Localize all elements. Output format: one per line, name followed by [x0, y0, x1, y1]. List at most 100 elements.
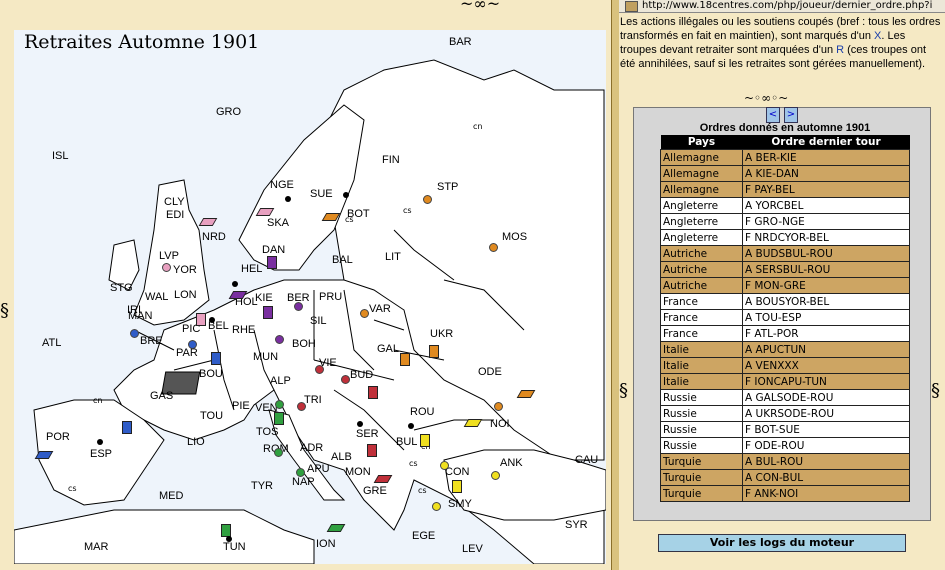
army-unit-france[interactable] [122, 421, 132, 434]
prov-bal[interactable]: BAL [332, 254, 353, 266]
prov-pie[interactable]: PIE [232, 400, 250, 412]
prov-mon[interactable]: MON [345, 466, 371, 478]
prov-lon[interactable]: LON [174, 289, 197, 301]
prov-isl[interactable]: ISL [52, 150, 69, 162]
prov-tou[interactable]: TOU [200, 410, 224, 422]
prov-bre[interactable]: BRE [140, 335, 163, 347]
diplomacy-map[interactable]: Retraites Automne 1901 BAR GRO ISL NRD E… [14, 30, 606, 564]
prov-alb[interactable]: ALB [331, 451, 352, 463]
prov-esp[interactable]: ESP [90, 448, 113, 460]
country-cell: Allemagne [660, 149, 743, 166]
next-turn-button[interactable]: > [784, 107, 798, 123]
army-unit-germany[interactable] [267, 256, 277, 269]
prov-bel[interactable]: BEL [208, 320, 229, 332]
prov-kie[interactable]: KIE [255, 292, 273, 304]
army-unit-turkey[interactable] [420, 434, 430, 447]
prov-bou[interactable]: BOU [199, 368, 223, 380]
prov-gro[interactable]: GRO [216, 106, 242, 118]
prov-gal[interactable]: GAL [377, 343, 400, 355]
prov-nap[interactable]: NAP [292, 476, 315, 488]
army-unit-italy[interactable] [274, 412, 284, 425]
order-cell: A GALSODE-ROU [742, 389, 910, 406]
prov-adr[interactable]: ADR [300, 442, 324, 454]
address-bar[interactable]: http://www.18centres.com/php/joueur/dern… [619, 0, 945, 13]
neutral-center-dot [408, 423, 414, 429]
prov-bul[interactable]: BUL [396, 436, 418, 448]
prov-hol[interactable]: HOL [235, 296, 258, 308]
prov-ank[interactable]: ANK [500, 457, 523, 469]
prov-edi[interactable]: EDI [166, 209, 185, 221]
prov-stp[interactable]: STP [437, 181, 459, 193]
prov-iri[interactable]: IRI [127, 304, 142, 316]
view-engine-logs-button[interactable]: Voir les logs du moteur [658, 534, 906, 552]
army-unit-russia[interactable] [400, 353, 410, 366]
army-unit-france[interactable] [211, 352, 221, 365]
prov-lit[interactable]: LIT [385, 251, 401, 263]
prev-turn-button[interactable]: < [766, 107, 780, 123]
army-unit-austria[interactable] [367, 444, 377, 457]
prov-tyr[interactable]: TYR [251, 480, 273, 492]
prov-tri[interactable]: TRI [304, 394, 322, 406]
address-url: http://www.18centres.com/php/joueur/dern… [642, 0, 933, 11]
army-unit-russia[interactable] [429, 345, 439, 358]
prov-ven[interactable]: VEN [255, 402, 278, 414]
prov-tun[interactable]: TUN [223, 541, 246, 553]
supply-center-dot [188, 340, 197, 349]
prov-con[interactable]: CON [445, 466, 470, 478]
prov-ukr[interactable]: UKR [430, 328, 454, 340]
prov-par[interactable]: PAR [176, 347, 198, 359]
prov-gas[interactable]: GAS [150, 390, 174, 402]
prov-sil[interactable]: SIL [310, 315, 327, 327]
prov-nrd[interactable]: NRD [202, 231, 226, 243]
prov-ser[interactable]: SER [356, 428, 379, 440]
prov-mos[interactable]: MOS [502, 231, 528, 243]
army-unit-turkey[interactable] [452, 480, 462, 493]
prov-noi[interactable]: NOI [490, 418, 510, 430]
prov-yor[interactable]: YOR [173, 264, 197, 276]
prov-lio[interactable]: LIO [187, 436, 205, 448]
prov-rou[interactable]: ROU [410, 406, 435, 418]
prov-ode[interactable]: ODE [478, 366, 502, 378]
prov-ska[interactable]: SKA [267, 217, 290, 229]
prov-mar[interactable]: MAR [84, 541, 109, 553]
prov-por[interactable]: POR [46, 431, 70, 443]
army-unit-england[interactable] [196, 313, 206, 326]
prov-man[interactable]: MAN [128, 310, 153, 322]
prov-pru[interactable]: PRU [319, 291, 343, 303]
prov-pic[interactable]: PIC [182, 323, 201, 335]
prov-bud[interactable]: BUD [350, 369, 374, 381]
prov-lvp[interactable]: LVP [159, 250, 179, 262]
army-unit-austria[interactable] [368, 386, 378, 399]
prov-ion[interactable]: ION [316, 538, 336, 550]
prov-sue[interactable]: SUE [310, 188, 333, 200]
prov-bot[interactable]: BOT [347, 208, 370, 220]
prov-boh[interactable]: BOH [292, 338, 316, 350]
prov-lev[interactable]: LEV [462, 543, 483, 555]
prov-bar[interactable]: BAR [449, 36, 472, 48]
prov-hel[interactable]: HEL [241, 263, 263, 275]
table-row: Italie A VENXXX [660, 357, 910, 374]
prov-stg[interactable]: STG [110, 282, 133, 294]
prov-var[interactable]: VAR [369, 303, 391, 315]
prov-vie[interactable]: VIE [319, 357, 337, 369]
prov-ber[interactable]: BER [287, 292, 310, 304]
prov-gre[interactable]: GRE [363, 485, 387, 497]
prov-alp[interactable]: ALP [270, 375, 291, 387]
prov-syr[interactable]: SYR [565, 519, 588, 531]
prov-tos[interactable]: TOS [256, 426, 279, 438]
prov-mun[interactable]: MUN [253, 351, 279, 363]
prov-med[interactable]: MED [159, 490, 184, 502]
prov-smy[interactable]: SMY [448, 498, 472, 510]
prov-ege[interactable]: EGE [412, 530, 436, 542]
table-row: Russie A GALSODE-ROU [660, 389, 910, 406]
prov-apu[interactable]: APU [307, 463, 330, 475]
army-unit-germany[interactable] [263, 306, 273, 319]
prov-cly[interactable]: CLY [164, 196, 185, 208]
prov-wal[interactable]: WAL [145, 291, 169, 303]
prov-atl[interactable]: ATL [42, 337, 62, 349]
prov-fin[interactable]: FIN [382, 154, 400, 166]
prov-nge[interactable]: NGE [270, 179, 294, 191]
prov-rhe[interactable]: RHE [232, 324, 256, 336]
prov-dan[interactable]: DAN [262, 244, 286, 256]
prov-cau[interactable]: CAU [575, 454, 599, 466]
